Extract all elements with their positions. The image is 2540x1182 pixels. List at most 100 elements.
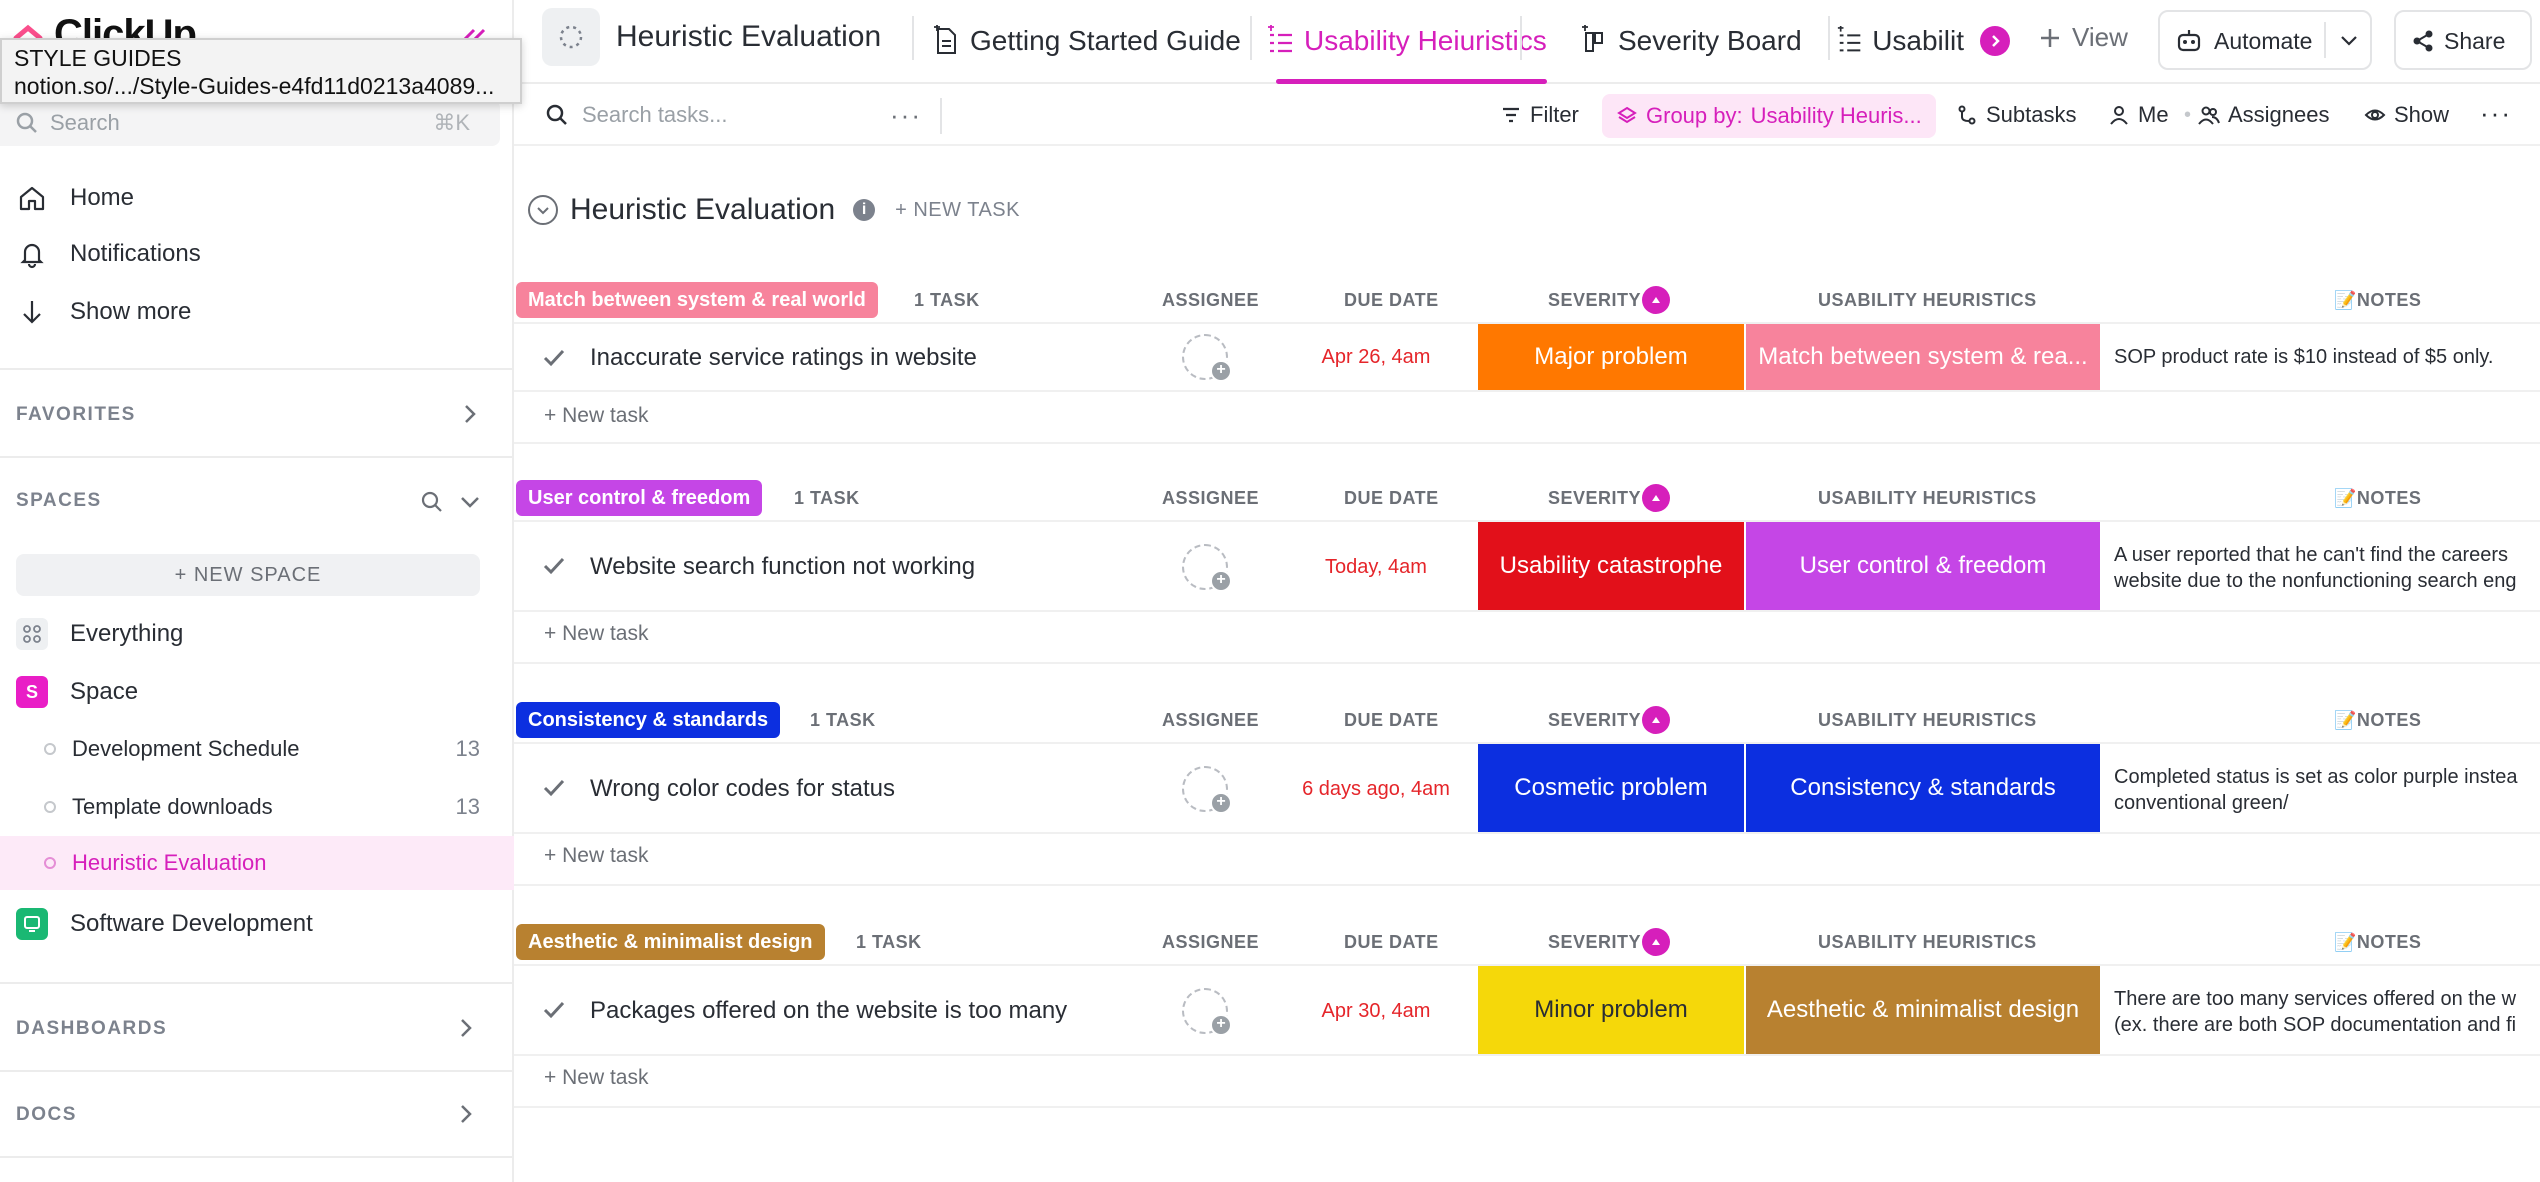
column-header-assignee[interactable]: ASSIGNEE — [1162, 710, 1260, 730]
severity-badge[interactable]: Minor problem — [1478, 966, 1744, 1054]
heuristic-badge[interactable]: Consistency & standards — [1746, 744, 2100, 832]
notes-cell[interactable]: Completed status is set as color purple … — [2114, 764, 2540, 816]
column-header-severity[interactable]: SEVERITY — [1548, 488, 1642, 508]
severity-badge[interactable]: Usability catastrophe — [1478, 522, 1744, 610]
add-view-button[interactable]: View — [2038, 22, 2128, 53]
task-name[interactable]: Wrong color codes for status — [590, 775, 896, 802]
column-header-assignee[interactable]: ASSIGNEE — [1162, 932, 1260, 952]
more-options-icon[interactable]: ··· — [890, 100, 922, 130]
docs-section-title[interactable]: DOCS — [16, 1104, 77, 1125]
due-date[interactable]: 6 days ago, 4am — [1302, 778, 1450, 800]
me-filter-button[interactable]: Me — [2108, 102, 2169, 128]
task-name[interactable]: Website search function not working — [590, 553, 976, 580]
column-header-usability-heuristics[interactable]: USABILITY HEURISTICS — [1818, 932, 2037, 952]
column-header-notes[interactable]: 📝NOTES — [2334, 290, 2422, 310]
notes-cell[interactable]: SOP product rate is $10 instead of $5 on… — [2114, 344, 2540, 370]
column-header-notes[interactable]: 📝NOTES — [2334, 488, 2422, 508]
checkmark-icon[interactable] — [540, 344, 568, 372]
table-row[interactable]: Inaccurate service ratings in website + … — [514, 322, 2540, 392]
due-date[interactable]: Today, 4am — [1325, 556, 1427, 578]
group-label[interactable]: Match between system & real world — [516, 282, 878, 318]
share-button[interactable]: Share — [2394, 10, 2532, 70]
new-task-button[interactable]: + New task — [544, 622, 649, 645]
heuristic-badge[interactable]: Aesthetic & minimalist design — [1746, 966, 2100, 1054]
sidebar-item-everything[interactable]: Everything — [0, 606, 514, 662]
new-task-button[interactable]: + NEW TASK — [895, 198, 1020, 221]
column-header-usability-heuristics[interactable]: USABILITY HEURISTICS — [1818, 290, 2037, 310]
table-row[interactable]: Wrong color codes for status + 6 days ag… — [514, 742, 2540, 834]
search-tasks-input[interactable]: Search tasks... — [582, 102, 728, 127]
list-status-icon[interactable] — [542, 8, 600, 66]
collapse-chevron-icon[interactable] — [528, 195, 558, 225]
task-name[interactable]: Packages offered on the website is too m… — [590, 997, 1068, 1024]
sort-up-icon[interactable] — [1642, 484, 1670, 512]
notes-cell[interactable]: A user reported that he can't find the c… — [2114, 542, 2540, 594]
column-header-notes[interactable]: 📝NOTES — [2334, 932, 2422, 952]
chevron-down-icon[interactable] — [2336, 28, 2362, 54]
add-assignee-icon[interactable]: + — [1182, 988, 1232, 1036]
add-assignee-icon[interactable]: + — [1182, 334, 1232, 382]
add-assignee-icon[interactable]: + — [1182, 544, 1232, 592]
column-header-due-date[interactable]: DUE DATE — [1344, 290, 1439, 310]
filter-button[interactable]: Filter — [1500, 102, 1579, 128]
notes-cell[interactable]: There are too many services offered on t… — [2114, 986, 2540, 1038]
automate-button[interactable]: Automate — [2158, 10, 2372, 70]
group-label[interactable]: User control & freedom — [516, 480, 763, 516]
sidebar-item-space[interactable]: S Space — [0, 664, 514, 720]
info-icon[interactable]: i — [853, 199, 876, 221]
sidebar-item-software-development[interactable]: Software Development — [0, 896, 514, 952]
table-row[interactable]: Packages offered on the website is too m… — [514, 964, 2540, 1056]
sidebar-item-home[interactable]: Home — [0, 170, 514, 226]
due-date[interactable]: Apr 26, 4am — [1321, 346, 1431, 368]
column-header-severity[interactable]: SEVERITY — [1548, 932, 1642, 952]
subtasks-button[interactable]: Subtasks — [1956, 102, 2077, 128]
chevron-right-icon[interactable] — [456, 400, 484, 428]
sidebar-list-development-schedule[interactable]: Development Schedule 13 — [0, 722, 514, 776]
group-label[interactable]: Aesthetic & minimalist design — [516, 924, 825, 960]
heuristic-badge[interactable]: Match between system & rea... — [1746, 324, 2100, 390]
spaces-section-title[interactable]: SPACES — [16, 490, 102, 511]
column-header-notes[interactable]: 📝NOTES — [2334, 710, 2422, 730]
column-header-usability-heuristics[interactable]: USABILITY HEURISTICS — [1818, 488, 2037, 508]
tab-usability-heiuristics[interactable]: Usability Heiuristics — [1266, 0, 1547, 84]
column-header-usability-heuristics[interactable]: USABILITY HEURISTICS — [1818, 710, 2037, 730]
new-task-button[interactable]: + New task — [544, 844, 649, 867]
severity-badge[interactable]: Cosmetic problem — [1478, 744, 1744, 832]
task-name[interactable]: Inaccurate service ratings in website — [590, 344, 977, 371]
favorites-section-title[interactable]: FAVORITES — [16, 404, 136, 425]
show-button[interactable]: Show — [2364, 102, 2449, 128]
assignees-button[interactable]: Assignees — [2198, 102, 2330, 128]
add-assignee-icon[interactable]: + — [1182, 766, 1232, 814]
checkmark-icon[interactable] — [540, 774, 568, 802]
more-tabs-chevron-icon[interactable] — [1980, 26, 2010, 56]
new-task-button[interactable]: + New task — [544, 1066, 649, 1089]
severity-badge[interactable]: Major problem — [1478, 324, 1744, 390]
due-date[interactable]: Apr 30, 4am — [1321, 1000, 1431, 1022]
sidebar-item-show-more[interactable]: Show more — [0, 284, 514, 340]
column-header-assignee[interactable]: ASSIGNEE — [1162, 290, 1260, 310]
chevron-right-icon[interactable] — [452, 1014, 480, 1042]
chevron-right-icon[interactable] — [452, 1100, 480, 1128]
column-header-due-date[interactable]: DUE DATE — [1344, 932, 1439, 952]
tab-severity-board[interactable]: Severity Board — [1580, 0, 1802, 82]
column-header-severity[interactable]: SEVERITY — [1548, 710, 1642, 730]
more-options-icon[interactable]: ··· — [2480, 98, 2512, 128]
heuristic-badge[interactable]: User control & freedom — [1746, 522, 2100, 610]
sidebar-item-notifications[interactable]: Notifications — [0, 226, 514, 282]
new-task-button[interactable]: + New task — [544, 404, 649, 427]
table-row[interactable]: Website search function not working + To… — [514, 520, 2540, 612]
search-icon[interactable] — [418, 488, 446, 516]
chevron-down-icon[interactable] — [456, 488, 484, 516]
column-header-due-date[interactable]: DUE DATE — [1344, 488, 1439, 508]
checkmark-icon[interactable] — [540, 552, 568, 580]
tab-usability-list[interactable]: Usabilit — [1836, 0, 1964, 82]
sort-up-icon[interactable] — [1642, 928, 1670, 956]
sidebar-list-heuristic-evaluation[interactable]: Heuristic Evaluation — [0, 836, 514, 890]
column-header-severity[interactable]: SEVERITY — [1548, 290, 1642, 310]
column-header-due-date[interactable]: DUE DATE — [1344, 710, 1439, 730]
sort-up-icon[interactable] — [1642, 286, 1670, 314]
checkmark-icon[interactable] — [540, 996, 568, 1024]
column-header-assignee[interactable]: ASSIGNEE — [1162, 488, 1260, 508]
new-space-button[interactable]: + NEW SPACE — [16, 554, 480, 596]
group-label[interactable]: Consistency & standards — [516, 702, 781, 738]
